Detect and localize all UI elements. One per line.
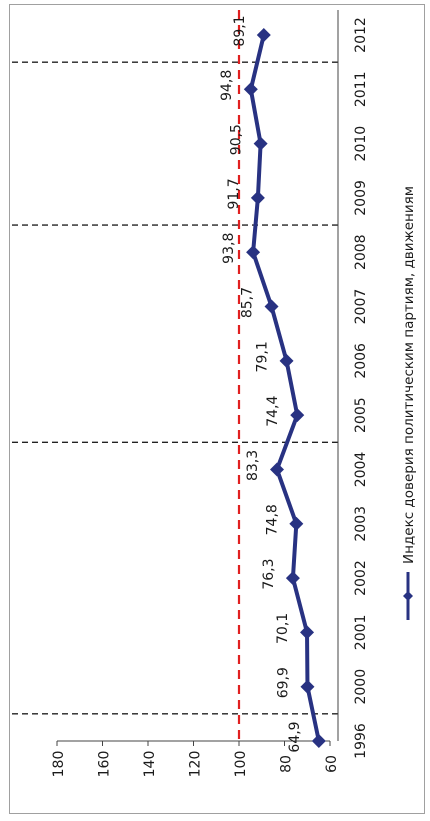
data-point-marker xyxy=(300,625,315,640)
period-markers xyxy=(12,61,338,715)
category-tick-label: 2001 xyxy=(353,615,369,651)
category-tick-label: 2002 xyxy=(353,560,369,596)
data-label: 69,9 xyxy=(275,667,291,698)
data-point-marker xyxy=(289,516,304,531)
data-point-marker xyxy=(269,462,284,477)
data-label: 85,7 xyxy=(240,287,256,318)
value-axis-tick-label: 60 xyxy=(324,755,340,773)
data-label: 90,5 xyxy=(229,124,245,155)
data-label: 83,3 xyxy=(245,450,261,481)
data-point-marker xyxy=(311,734,326,748)
data-label: 74,4 xyxy=(265,395,281,426)
legend-series-label: Индекс доверия политическим партиям, дви… xyxy=(401,186,417,564)
data-label: 91,7 xyxy=(226,178,242,209)
data-point-marker xyxy=(256,28,271,42)
data-point-marker xyxy=(290,408,305,423)
data-label: 89,1 xyxy=(232,15,248,46)
category-tick-label: 2009 xyxy=(353,180,369,216)
series-group: 64,9 69,9 70,1 76,3 74,8 83,3 74,4 79,1 85,7 93,8… xyxy=(219,15,326,753)
category-tick-label: 1996 xyxy=(353,723,369,759)
data-point-marker xyxy=(253,136,268,151)
data-point-marker xyxy=(264,299,279,314)
category-tick-label: 2006 xyxy=(353,343,369,379)
data-label: 70,1 xyxy=(275,613,291,644)
data-point-marker xyxy=(243,82,258,97)
category-axis: 1996 2000 2001 2002 2003 2004 2005 2006 2007 2008… xyxy=(337,10,369,759)
category-tick-label: 2012 xyxy=(353,17,369,53)
category-tick-label: 2011 xyxy=(353,71,369,107)
data-label: 76,3 xyxy=(261,558,277,589)
data-label: 94,8 xyxy=(219,70,235,101)
data-point-marker xyxy=(300,679,315,694)
value-axis-tick-label: 120 xyxy=(188,751,204,778)
value-axis-tick-label: 140 xyxy=(142,751,158,778)
data-label: 93,8 xyxy=(221,233,237,264)
series-line xyxy=(248,34,321,742)
data-point-marker xyxy=(250,190,265,205)
legend-marker-swatch xyxy=(403,591,413,601)
category-tick-label: 2003 xyxy=(353,506,369,542)
value-axis-tick-label: 180 xyxy=(51,751,67,778)
category-tick-label: 2007 xyxy=(353,289,369,325)
category-tick-label: 2005 xyxy=(353,397,369,433)
data-label: 64,9 xyxy=(287,721,303,752)
data-point-marker xyxy=(285,571,300,586)
data-point-marker xyxy=(279,353,294,368)
value-axis-tick-label: 80 xyxy=(279,755,295,773)
category-tick-label: 2010 xyxy=(353,126,369,162)
category-tick-label: 2008 xyxy=(353,234,369,270)
data-label: 74,8 xyxy=(264,504,280,535)
category-tick-label: 2004 xyxy=(353,452,369,488)
category-tick-label: 2000 xyxy=(353,669,369,705)
data-label: 79,1 xyxy=(255,341,271,372)
legend: Индекс доверия политическим партиям, дви… xyxy=(401,186,417,620)
value-axis: 60 80 100 120 140 160 180 xyxy=(51,740,340,778)
value-axis-tick-label: 160 xyxy=(97,751,113,778)
chart-frame xyxy=(9,4,425,814)
value-axis-tick-label: 100 xyxy=(233,751,249,778)
data-point-marker xyxy=(246,245,261,260)
